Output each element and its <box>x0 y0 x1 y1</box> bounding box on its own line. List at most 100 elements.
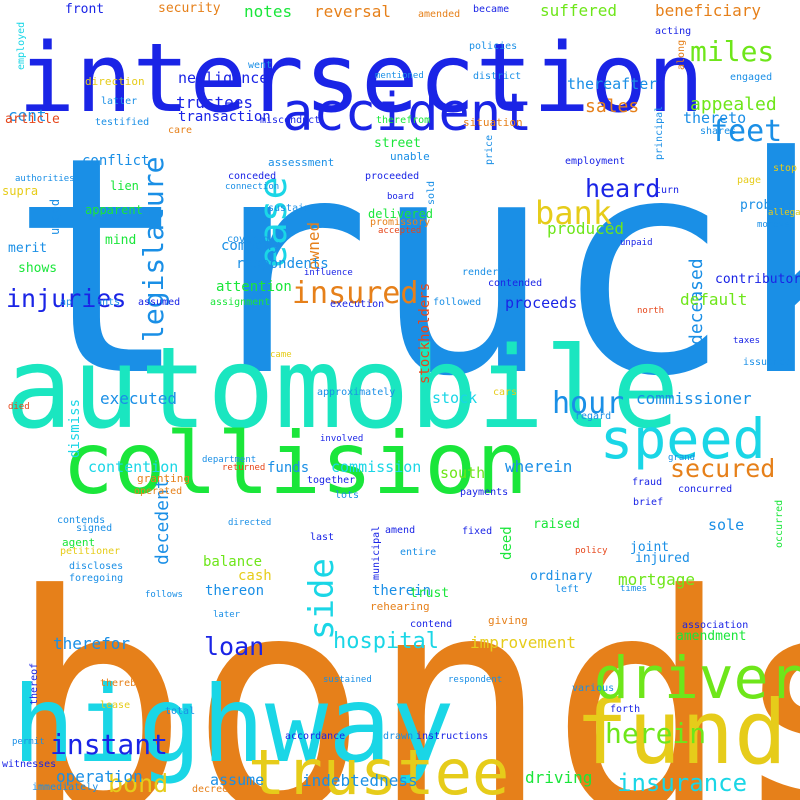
word: agent <box>62 536 96 550</box>
word: forth <box>610 704 641 716</box>
word: conflict <box>82 153 150 170</box>
word: followed <box>433 297 482 309</box>
word: authorities <box>15 173 75 184</box>
word: amended <box>418 9 461 21</box>
word: front <box>65 1 105 17</box>
word: contributory <box>715 271 800 287</box>
word: foregoing <box>69 573 124 585</box>
word: joint <box>630 539 670 555</box>
word: sold <box>426 180 437 205</box>
word: therefor <box>53 633 131 653</box>
word: municipal <box>371 525 382 580</box>
word: influence <box>304 267 353 278</box>
word: department <box>202 454 257 465</box>
word: permit <box>12 736 45 747</box>
word: proceeded <box>365 171 420 183</box>
word: acting <box>655 26 692 38</box>
word: discloses <box>69 561 124 573</box>
word: street <box>374 135 421 151</box>
word: balance <box>203 554 263 571</box>
word: loan <box>204 631 265 661</box>
word: driver <box>594 643 800 712</box>
word: dismiss <box>67 398 83 458</box>
word: trust <box>410 585 450 601</box>
word: produced <box>547 218 625 238</box>
word: account <box>88 212 126 223</box>
word: notes <box>244 1 293 21</box>
word: follows <box>145 589 183 600</box>
word: automobile <box>5 323 680 454</box>
word: assume <box>210 771 265 790</box>
word: testified <box>95 117 150 129</box>
word: care <box>168 125 193 137</box>
word: merit <box>8 240 48 256</box>
word: apparent <box>85 202 143 217</box>
word: driving <box>525 767 593 787</box>
word: lease <box>100 700 131 712</box>
word: north <box>637 305 665 316</box>
word: reversal <box>314 1 392 21</box>
word: policies <box>469 41 518 53</box>
word: therein <box>372 583 432 600</box>
word: last <box>310 532 335 544</box>
word: sales <box>585 95 640 117</box>
word: assessment <box>268 156 335 170</box>
word: engaged <box>730 72 773 84</box>
word: grand <box>668 452 696 463</box>
word: times <box>620 583 648 594</box>
word: deed <box>499 526 515 560</box>
word: page <box>737 175 762 187</box>
word: speed <box>600 407 766 472</box>
word: taxes <box>733 335 761 346</box>
word: feet <box>710 113 783 149</box>
word: operated <box>134 486 183 498</box>
word: latter <box>101 96 138 108</box>
word: contention <box>88 458 179 477</box>
word: concurred <box>678 484 733 496</box>
word: became <box>473 4 510 16</box>
word: insurance <box>617 769 748 798</box>
word: promissory <box>370 217 431 229</box>
word: together <box>307 475 356 487</box>
word: occurred <box>774 499 785 548</box>
word: injured <box>635 550 690 566</box>
word: entire <box>400 547 437 559</box>
word: drawn <box>383 731 414 743</box>
word: transaction <box>178 109 271 126</box>
word: trustee <box>248 735 510 800</box>
word: fixed <box>462 526 493 538</box>
word: ordinary <box>530 568 593 584</box>
word: truck <box>10 93 800 442</box>
word: directed <box>228 517 272 528</box>
word: contended <box>488 278 543 290</box>
word: amend <box>385 525 416 537</box>
word: approximately <box>317 387 396 399</box>
word: urged <box>48 198 62 235</box>
word: board <box>387 191 415 202</box>
word: association <box>682 620 749 632</box>
word: execution <box>330 299 385 311</box>
word: price <box>484 134 495 165</box>
word: connection <box>225 181 280 192</box>
word: lots <box>335 490 360 502</box>
word: accordance <box>285 731 346 743</box>
word: respondent <box>448 674 503 685</box>
word: unpaid <box>620 237 653 248</box>
word: attention <box>216 279 292 296</box>
word: moneys <box>757 219 790 230</box>
word: rendered <box>462 267 511 279</box>
word: sole <box>708 516 745 535</box>
word: district <box>473 71 522 83</box>
word: highway <box>12 664 455 787</box>
word: sustain <box>268 203 311 215</box>
word: came <box>270 349 292 360</box>
word: probate <box>740 197 795 213</box>
word: giving <box>488 614 528 628</box>
word: shows <box>18 260 58 276</box>
word: went <box>248 60 273 72</box>
word: mentioned <box>375 70 424 81</box>
word: allegations <box>768 207 800 218</box>
word: witnesses <box>2 759 57 771</box>
word: later <box>213 609 241 620</box>
word: principal <box>654 105 665 160</box>
